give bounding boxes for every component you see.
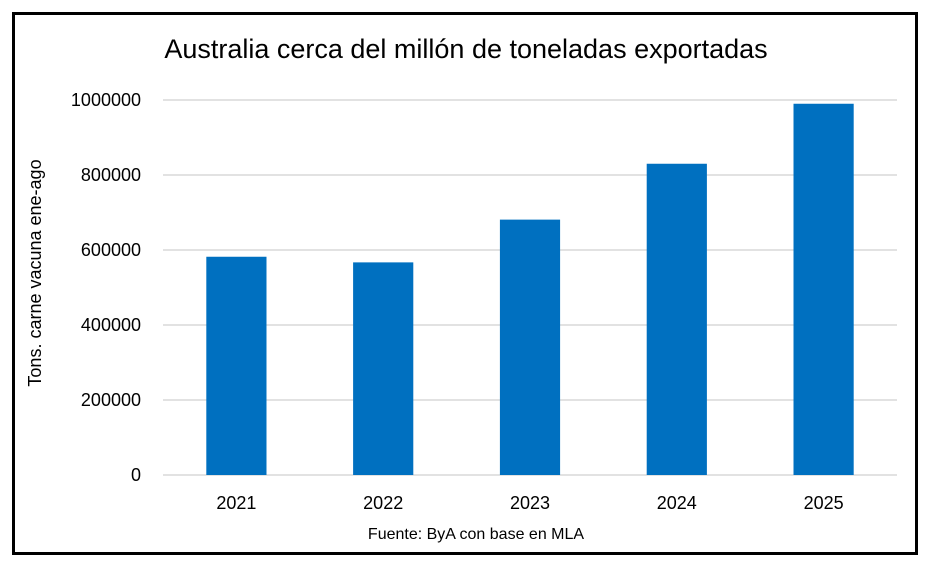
x-axis-ticks: 2021 2022 2023 2024 2025: [216, 493, 843, 513]
y-tick-label: 600000: [81, 240, 141, 260]
x-tick-label: 2022: [363, 493, 403, 513]
y-tick-label: 400000: [81, 315, 141, 335]
bar-2022: [353, 262, 414, 475]
y-axis-ticks: 0 200000 400000 600000 800000 1000000: [71, 90, 141, 485]
x-tick-label: 2023: [510, 493, 550, 513]
bar-2024: [646, 163, 707, 475]
chart-title: Australia cerca del millón de toneladas …: [164, 34, 767, 64]
bar-2023: [499, 219, 561, 475]
y-tick-label: 1000000: [71, 90, 141, 110]
y-axis-label: Tons. carne vacuna ene-ago: [25, 159, 45, 386]
y-tick-label: 800000: [81, 165, 141, 185]
y-tick-label: 0: [131, 465, 141, 485]
chart-frame: [12, 12, 918, 555]
x-tick-label: 2024: [657, 493, 697, 513]
source-note: Fuente: ByA con base en MLA: [368, 526, 584, 543]
bar-2021: [206, 256, 267, 475]
x-tick-label: 2021: [216, 493, 256, 513]
bars: [206, 103, 854, 475]
gridlines: [163, 99, 897, 476]
bar-2025: [793, 103, 854, 475]
y-tick-label: 200000: [81, 390, 141, 410]
x-tick-label: 2025: [804, 493, 844, 513]
